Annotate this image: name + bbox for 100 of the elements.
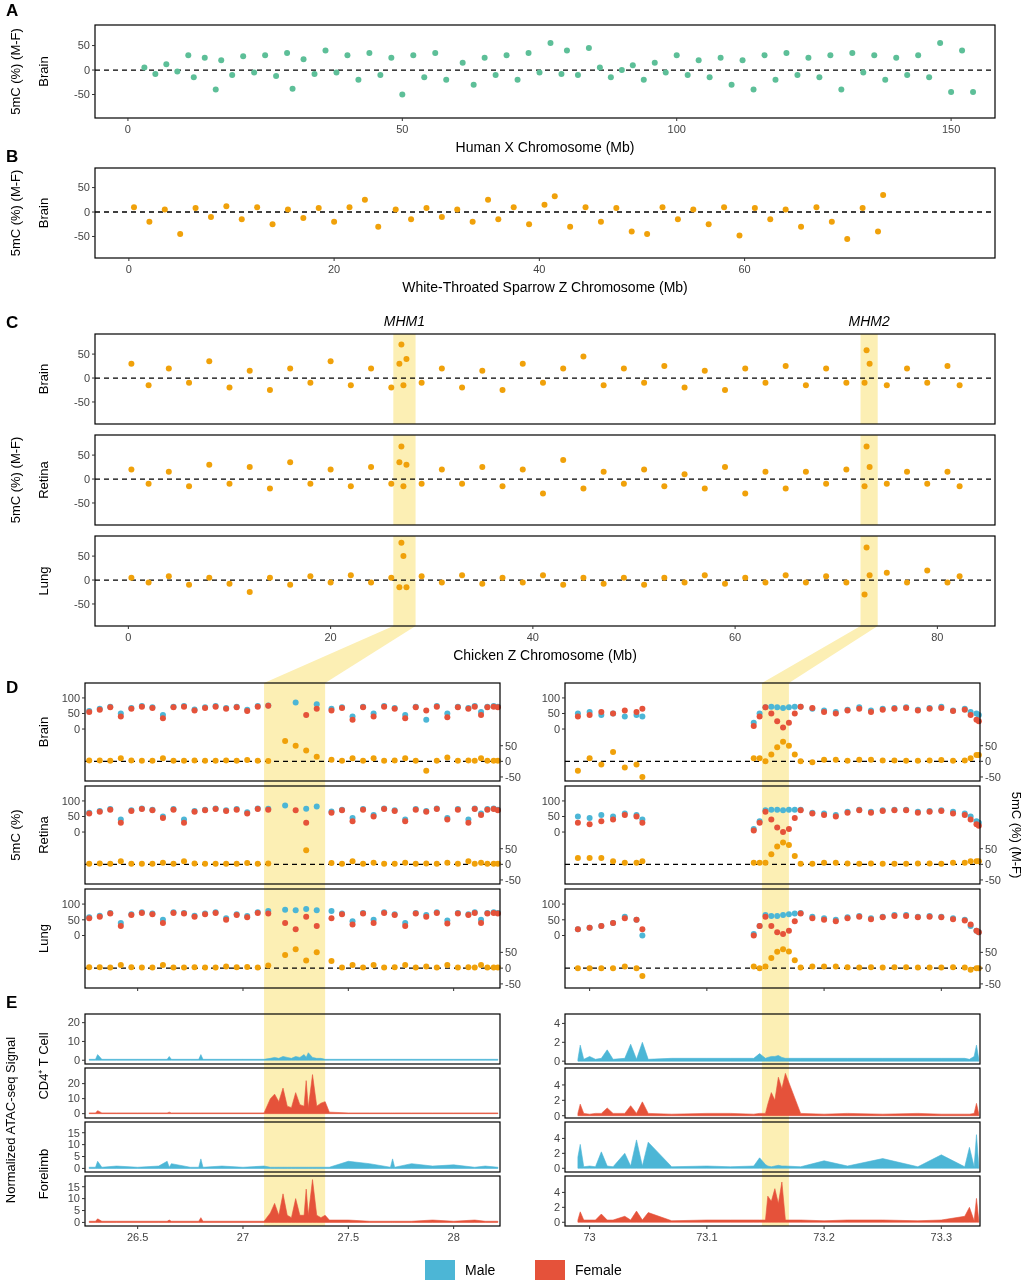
y-tick-label: 0 [553,1216,560,1229]
x-tick-label: 27.5 [337,1231,360,1243]
x-tick-label: 73 [583,1231,596,1243]
y-tick-label: 0 [83,573,90,586]
x-axis-title: Human X Chromosome (Mb) [455,139,635,155]
y-tick-label: 50 [77,39,90,52]
y-tick-label: 0 [83,472,90,485]
y-tick-label: 10 [67,1138,80,1151]
y-tick-label: 100 [61,794,80,807]
y-tick-label: -50 [74,230,90,243]
text: E [6,993,18,1012]
y-tick-label: 2 [553,1147,560,1160]
x-tick-label: 20 [327,263,341,275]
y2-tick-label: 50 [985,842,998,855]
y-tick-label: 2 [553,1036,560,1049]
y2-tick-label: -50 [505,873,521,886]
y-tick-label: 0 [553,1109,560,1122]
x-tick-label: 60 [728,631,742,643]
text: Retina [36,460,51,499]
y-tick-label: 0 [73,1054,80,1067]
y-tick-label: 50 [547,913,560,926]
y2-tick-label: -50 [505,770,521,783]
text: Retina [36,815,51,854]
y-tick-label: 5 [73,1204,80,1217]
y2-tick-label: 50 [985,946,998,959]
x-tick-label: 80 [931,631,944,643]
y-tick-label: 0 [553,1162,560,1175]
x-tick-label: 50 [396,123,409,135]
x-axis-title: Chicken Z Chromosome (Mb) [453,647,637,663]
y-tick-label: 20 [67,1016,80,1029]
y-tick-label: 0 [553,722,560,735]
y-tick-label: 4 [553,1132,560,1145]
y2-tick-label: 0 [505,961,512,974]
x-tick-label: 0 [125,631,132,643]
x-tick-label: 28 [447,1231,460,1243]
y-tick-label: 5 [73,1150,80,1163]
y2-tick-label: 0 [985,755,992,768]
y-axis-title: 5mC (%) (M-F) [8,28,23,115]
x-tick-label: 73.3 [930,1231,953,1243]
y-tick-label: 0 [73,1162,80,1175]
y-tick-label: 0 [553,929,560,942]
x-tick-label: 73.1 [696,1231,718,1243]
y2-tick-label: 0 [985,961,992,974]
text: C [6,313,19,332]
y-tick-label: 10 [67,1092,80,1105]
legend-label: Male [465,1261,496,1278]
x-tick-label: 100 [667,123,686,135]
y-tick-label: 2 [553,1201,560,1214]
y-tick-label: 50 [77,448,90,461]
y-tick-label: 50 [547,810,560,823]
x-tick-label: 73.2 [813,1231,835,1243]
y-tick-label: 4 [553,1186,560,1199]
y-tick-label: 100 [61,691,80,704]
x-tick-label: 20 [324,631,337,643]
x-tick-label: 60 [738,263,751,275]
text: Brain [36,197,51,229]
y2-tick-label: 50 [505,739,518,752]
x-tick-label: 27 [236,1231,250,1243]
y-tick-label: 2 [553,1094,560,1107]
text: B [6,147,19,166]
text: Forelimb [36,1148,51,1200]
x-tick-label: 0 [125,263,132,275]
y-axis-title: 5mC (%) (M-F) [8,169,23,257]
text: A [6,1,19,20]
y-tick-label: 0 [83,205,90,218]
y-tick-label: 50 [77,549,90,562]
y-tick-label: 50 [67,810,80,823]
y-tick-label: 50 [77,347,90,360]
y-tick-label: -50 [74,597,90,610]
text: D [6,678,19,697]
text: Brain [36,363,51,395]
y2-tick-label: 50 [505,842,518,855]
y2-tick-label: 50 [505,946,518,959]
y-tick-label: 10 [67,1035,80,1048]
y-tick-label: 0 [553,825,560,838]
x-tick-label: 40 [526,631,539,643]
x-tick-label: 40 [533,263,546,275]
x-tick-label: 26.5 [126,1231,149,1243]
y-tick-label: 15 [67,1126,80,1139]
y-tick-label: 0 [73,825,80,838]
y-tick-label: 100 [541,794,560,807]
x-tick-label: 0 [124,123,131,135]
y2-tick-label: 0 [505,858,512,871]
legend-label: Female [575,1261,622,1278]
text: Lung [36,924,51,953]
y2-tick-label: -50 [985,873,1001,886]
y2-tick-label: -50 [985,770,1001,783]
y-tick-label: 100 [61,897,80,910]
y-tick-label: 50 [67,707,80,720]
y2-axis-title: 5mC (%) (M-F) [1009,791,1024,879]
y-tick-label: 100 [541,897,560,910]
text: CD4⁺ T Cell [36,1032,51,1100]
y-tick-label: 4 [553,1078,560,1091]
y-tick-label: -50 [74,496,90,509]
y-tick-label: 0 [73,929,80,942]
y2-tick-label: 50 [985,739,998,752]
y-tick-label: 50 [67,913,80,926]
y-axis-title: 5mC (%) [8,809,23,861]
y-tick-label: 0 [73,722,80,735]
y-tick-label: 0 [553,1055,560,1068]
